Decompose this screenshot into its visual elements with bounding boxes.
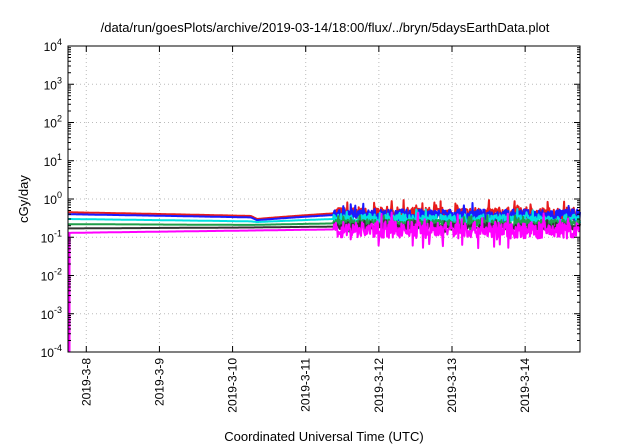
grid-lines — [68, 46, 580, 352]
y-tick-label: 10-1 — [41, 228, 62, 245]
x-axis-label: Coordinated Universal Time (UTC) — [224, 429, 423, 444]
x-tick-label: 2019-3-14 — [518, 358, 532, 413]
y-tick-label: 103 — [44, 75, 62, 92]
chart-title: /data/run/goesPlots/archive/2019-03-14/1… — [101, 20, 550, 35]
y-tick-label: 101 — [44, 152, 62, 169]
y-axis-ticks: 10-4 10-3 10-2 10-1 100 101 102 103 104 — [41, 37, 580, 360]
x-tick-label: 2019-3-10 — [226, 358, 240, 413]
y-axis-label: cGy/day — [16, 175, 31, 223]
x-tick-label: 2019-3-13 — [445, 358, 459, 413]
series-line-6 — [67, 211, 581, 250]
y-tick-label: 100 — [44, 190, 62, 207]
y-tick-label: 10-3 — [41, 305, 62, 322]
y-tick-label: 10-2 — [41, 267, 62, 284]
x-tick-label: 2019-3-9 — [152, 358, 166, 406]
x-tick-label: 2019-3-12 — [372, 358, 386, 413]
y-tick-label: 102 — [44, 114, 62, 131]
x-tick-label: 2019-3-8 — [79, 358, 93, 406]
series-line-1 — [67, 199, 581, 228]
series-lines — [67, 199, 581, 352]
y-tick-label: 104 — [44, 37, 62, 54]
x-tick-label: 2019-3-11 — [299, 358, 313, 412]
series-line-2 — [67, 202, 581, 229]
series-line-3 — [67, 208, 581, 230]
y-tick-label: 10-4 — [41, 343, 62, 360]
x-axis-ticks: 2019-3-8 2019-3-9 2019-3-10 2019-3-11 2019-3… — [79, 46, 532, 413]
